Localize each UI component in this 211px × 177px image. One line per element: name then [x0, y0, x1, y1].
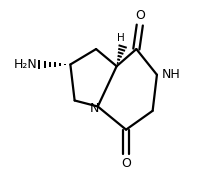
Text: O: O	[121, 157, 131, 170]
Text: H: H	[117, 33, 125, 43]
Text: O: O	[135, 9, 145, 22]
Text: H₂N: H₂N	[14, 58, 38, 71]
Text: NH: NH	[162, 68, 181, 81]
Text: N: N	[90, 102, 99, 115]
